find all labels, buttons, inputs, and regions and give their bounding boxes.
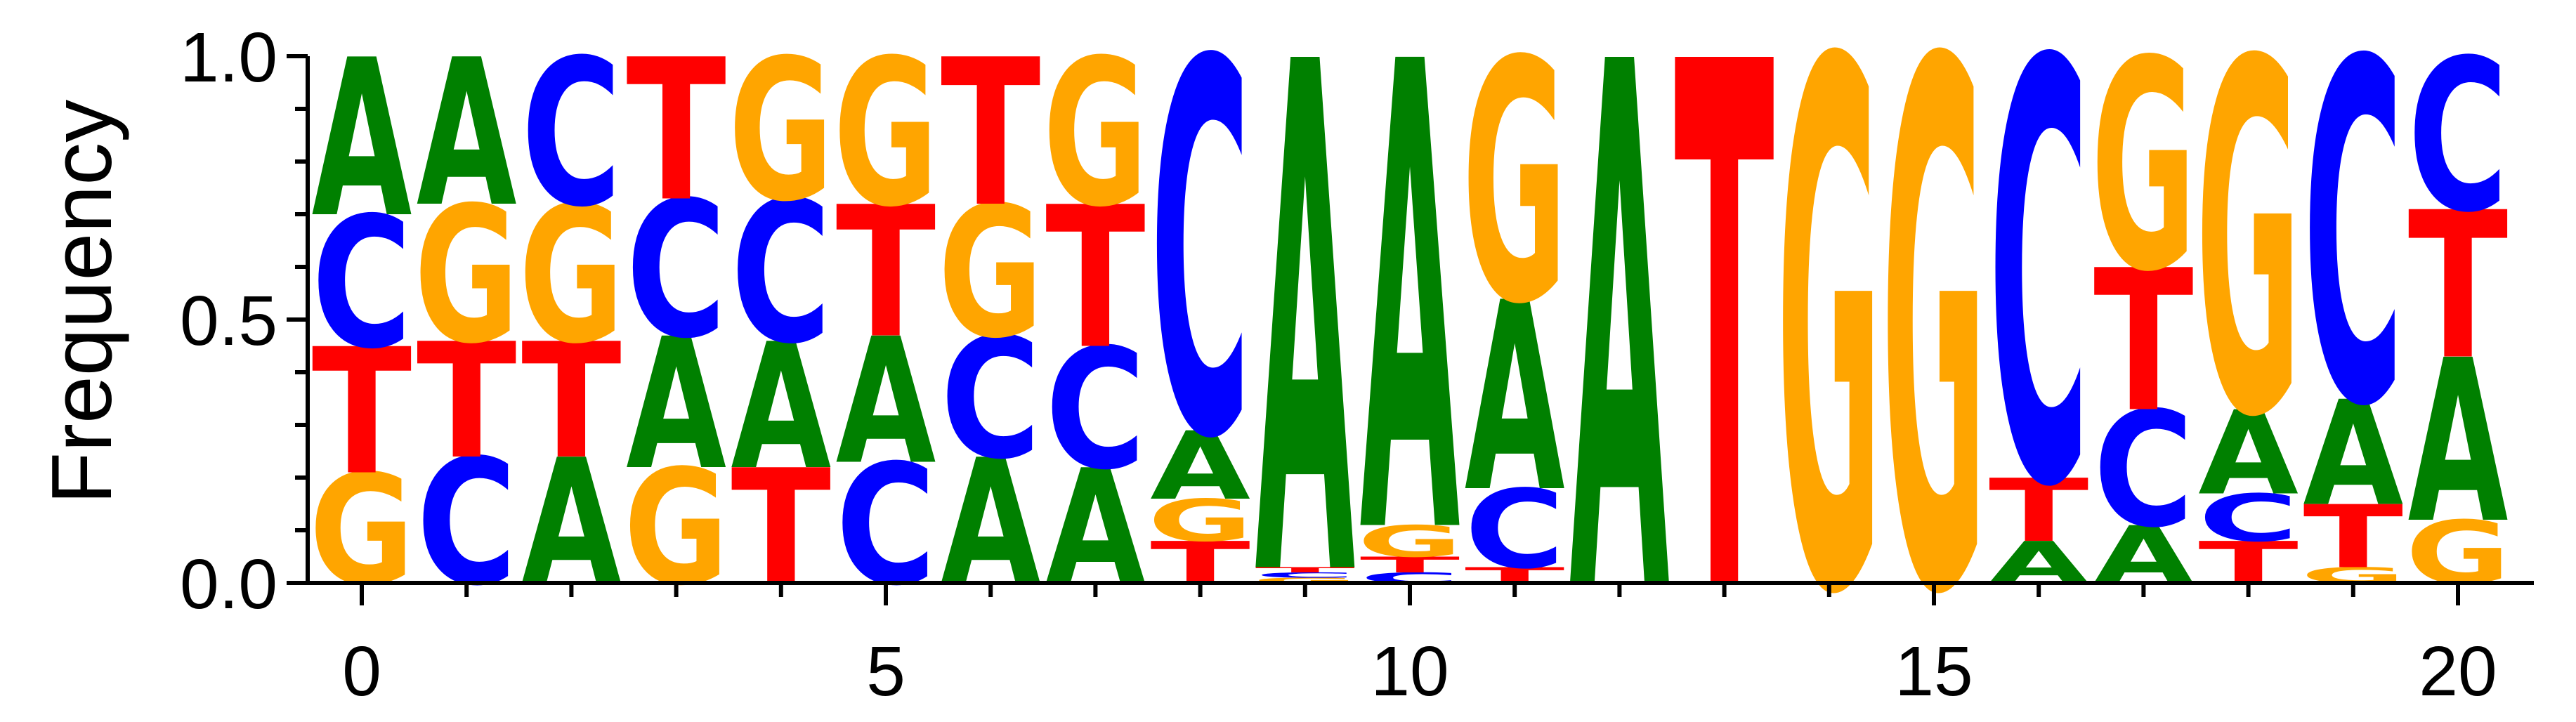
logo-letter-T: T [1674,0,1775,722]
y-ticks: 0.0 0.5 1.0 [180,18,308,624]
logo-letter-G: G [1777,0,1881,722]
logo-letter-A: A [1569,0,1671,722]
logo-letter-A: A [312,13,412,265]
x-tick-label: 15 [1895,632,1973,711]
letter-stack-16: ATC [1989,0,2089,614]
logo-letter-G: G [833,17,938,252]
logo-letter-C: C [1989,0,2089,614]
y-axis-label: Frequency [34,100,129,504]
logo-letter-G: G [1462,0,1567,377]
logo-letter-G: G [2091,0,2196,335]
logo-letter-C: C [1150,0,1250,551]
logo-letter-C: C [2408,15,2509,259]
y-tick-label: 0.0 [180,545,277,624]
logo-letter-T: T [626,18,726,244]
y-tick-label: 1.0 [180,18,277,97]
x-tick-label: 20 [2419,632,2497,711]
logo-letter-G: G [1043,17,1148,252]
x-tick-label: 10 [1371,632,1449,711]
logo-letter-C: C [2303,0,2403,509]
letter-stacks: GTCACTGAATGCGACTTACGCATGACGTACTGTGACGCTA… [309,0,2510,722]
letter-stack-13: T [1674,0,1775,722]
logo-letter-T: T [941,17,1040,251]
logo-letter-G: G [1881,0,1986,722]
letter-stack-15: G [1881,0,1986,722]
logo-letter-A: A [1360,0,1461,677]
logo-letter-G: G [728,18,833,245]
logo-letter-C: C [521,16,622,251]
logo-letter-A: A [1255,0,1356,722]
y-axis-label-group: Frequency [34,100,129,504]
letter-stack-12: A [1569,0,1671,722]
x-tick-label: 5 [866,632,905,711]
x-tick-label: 0 [342,632,381,711]
logo-letter-A: A [417,16,517,251]
letter-stack-14: G [1777,0,1881,722]
y-tick-label: 0.5 [180,282,277,360]
logo-letter-G: G [2196,0,2301,523]
